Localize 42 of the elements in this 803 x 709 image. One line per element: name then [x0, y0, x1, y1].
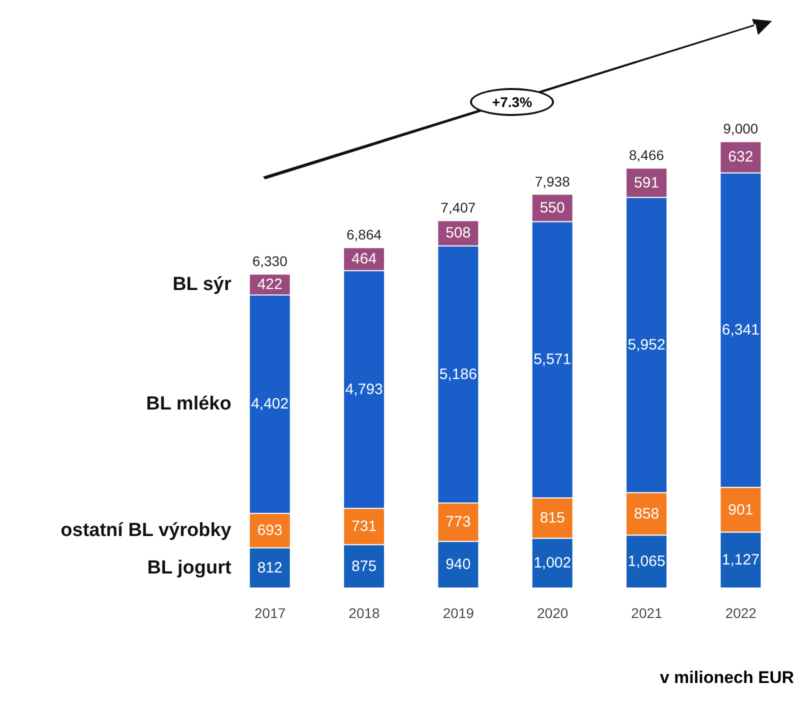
text: v milionech EUR [660, 668, 794, 688]
data-label: 5,186 [439, 366, 477, 383]
series-label: BL mléko [146, 394, 232, 415]
series-label: BL jogurt [147, 557, 232, 578]
data-label: 550 [540, 199, 565, 216]
series-label: ostatní BL výrobky [60, 520, 232, 542]
data-label: 4,793 [345, 380, 383, 398]
data-label: 1,065 [628, 553, 666, 570]
total-label: 6,864 [346, 226, 382, 243]
data-label: 508 [446, 224, 471, 242]
data-label: 1,127 [722, 552, 760, 569]
x-tick-label: 2020 [537, 604, 568, 621]
x-tick-label: 2022 [725, 604, 757, 621]
data-label: 812 [257, 559, 282, 576]
total-label: 9,000 [723, 120, 758, 137]
total-label: 6,330 [252, 253, 288, 270]
data-label: 632 [728, 148, 754, 166]
data-label: 464 [352, 250, 377, 268]
series-label: BL sýr [172, 274, 232, 296]
x-tick-label: 2018 [348, 604, 380, 621]
data-label: 815 [540, 510, 565, 527]
total-label: 7,407 [440, 200, 476, 216]
data-label: 591 [634, 174, 660, 192]
data-label: 875 [352, 558, 377, 575]
text: +7.3% [470, 88, 554, 116]
data-label: 693 [257, 522, 282, 540]
data-label: 1,002 [534, 554, 572, 572]
data-label: 422 [257, 276, 282, 294]
x-tick-label: 2019 [442, 604, 474, 621]
data-label: 901 [728, 501, 754, 518]
total-label: 8,466 [629, 147, 664, 164]
data-label: 6,341 [722, 322, 760, 339]
data-label: 5,571 [534, 351, 572, 368]
data-label: 940 [446, 556, 471, 574]
data-label: 4,402 [251, 396, 289, 413]
data-label: 731 [352, 518, 377, 535]
data-label: 773 [446, 514, 471, 531]
x-tick-label: 2021 [631, 604, 663, 621]
data-label: 858 [634, 505, 660, 522]
x-tick-label: 2017 [254, 604, 286, 621]
total-label: 7,938 [534, 173, 570, 190]
data-label: 5,952 [628, 336, 666, 354]
